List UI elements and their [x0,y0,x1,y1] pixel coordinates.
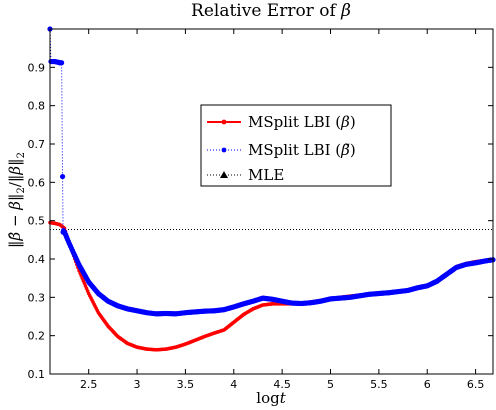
x-tick-label: 4 [230,378,237,391]
y-tick-label: 0.8 [28,100,46,113]
x-tick-label: 6.5 [467,378,485,391]
legend-marker [220,171,228,178]
legend: MSplit LBI (β) MSplit LBI (β̃) MLE [200,104,392,187]
y-tick-label: 0.9 [28,61,46,74]
data-point [59,173,66,180]
x-tick-label: 6 [424,378,431,391]
legend-label: MSplit LBI (β̃) [248,141,356,159]
y-axis-label: ‖β̂ − β‖2/‖β‖2 [6,152,27,248]
legend-label: MLE [248,166,284,184]
x-tick-label: 5.5 [370,378,388,391]
y-tick-label: 0.4 [28,253,46,266]
y-tick-label: 0.5 [28,215,46,228]
legend-marker [221,147,227,153]
legend-marker [221,119,227,125]
y-tick-label: 0.1 [28,368,46,381]
x-tick-label: 5 [327,378,334,391]
x-tick-label: 2.5 [80,378,98,391]
y-tick-label: 0.7 [28,138,46,151]
x-tick-label: 3.5 [177,378,195,391]
series-layer [47,26,496,352]
x-tick-label: 3 [134,378,141,391]
ticks-layer: 2.5 3 3.5 4 4.5 5 5.5 6 6.5 0.1 0.2 0.3 0.4 0.5 0.6 0.7… [28,29,493,391]
y-tick-label: 0.6 [28,176,46,189]
x-axis-label: logt [256,389,286,407]
plot-frame [49,28,494,375]
legend-box [200,104,392,187]
series-1 [47,26,496,317]
y-tick-label: 0.3 [28,291,46,304]
y-tick-label: 0.2 [28,330,46,343]
legend-label: MSplit LBI (β) [248,113,356,131]
x-tick-label: 4.5 [273,378,291,391]
data-point [59,60,65,66]
chart-title: Relative Error of β [191,1,351,21]
